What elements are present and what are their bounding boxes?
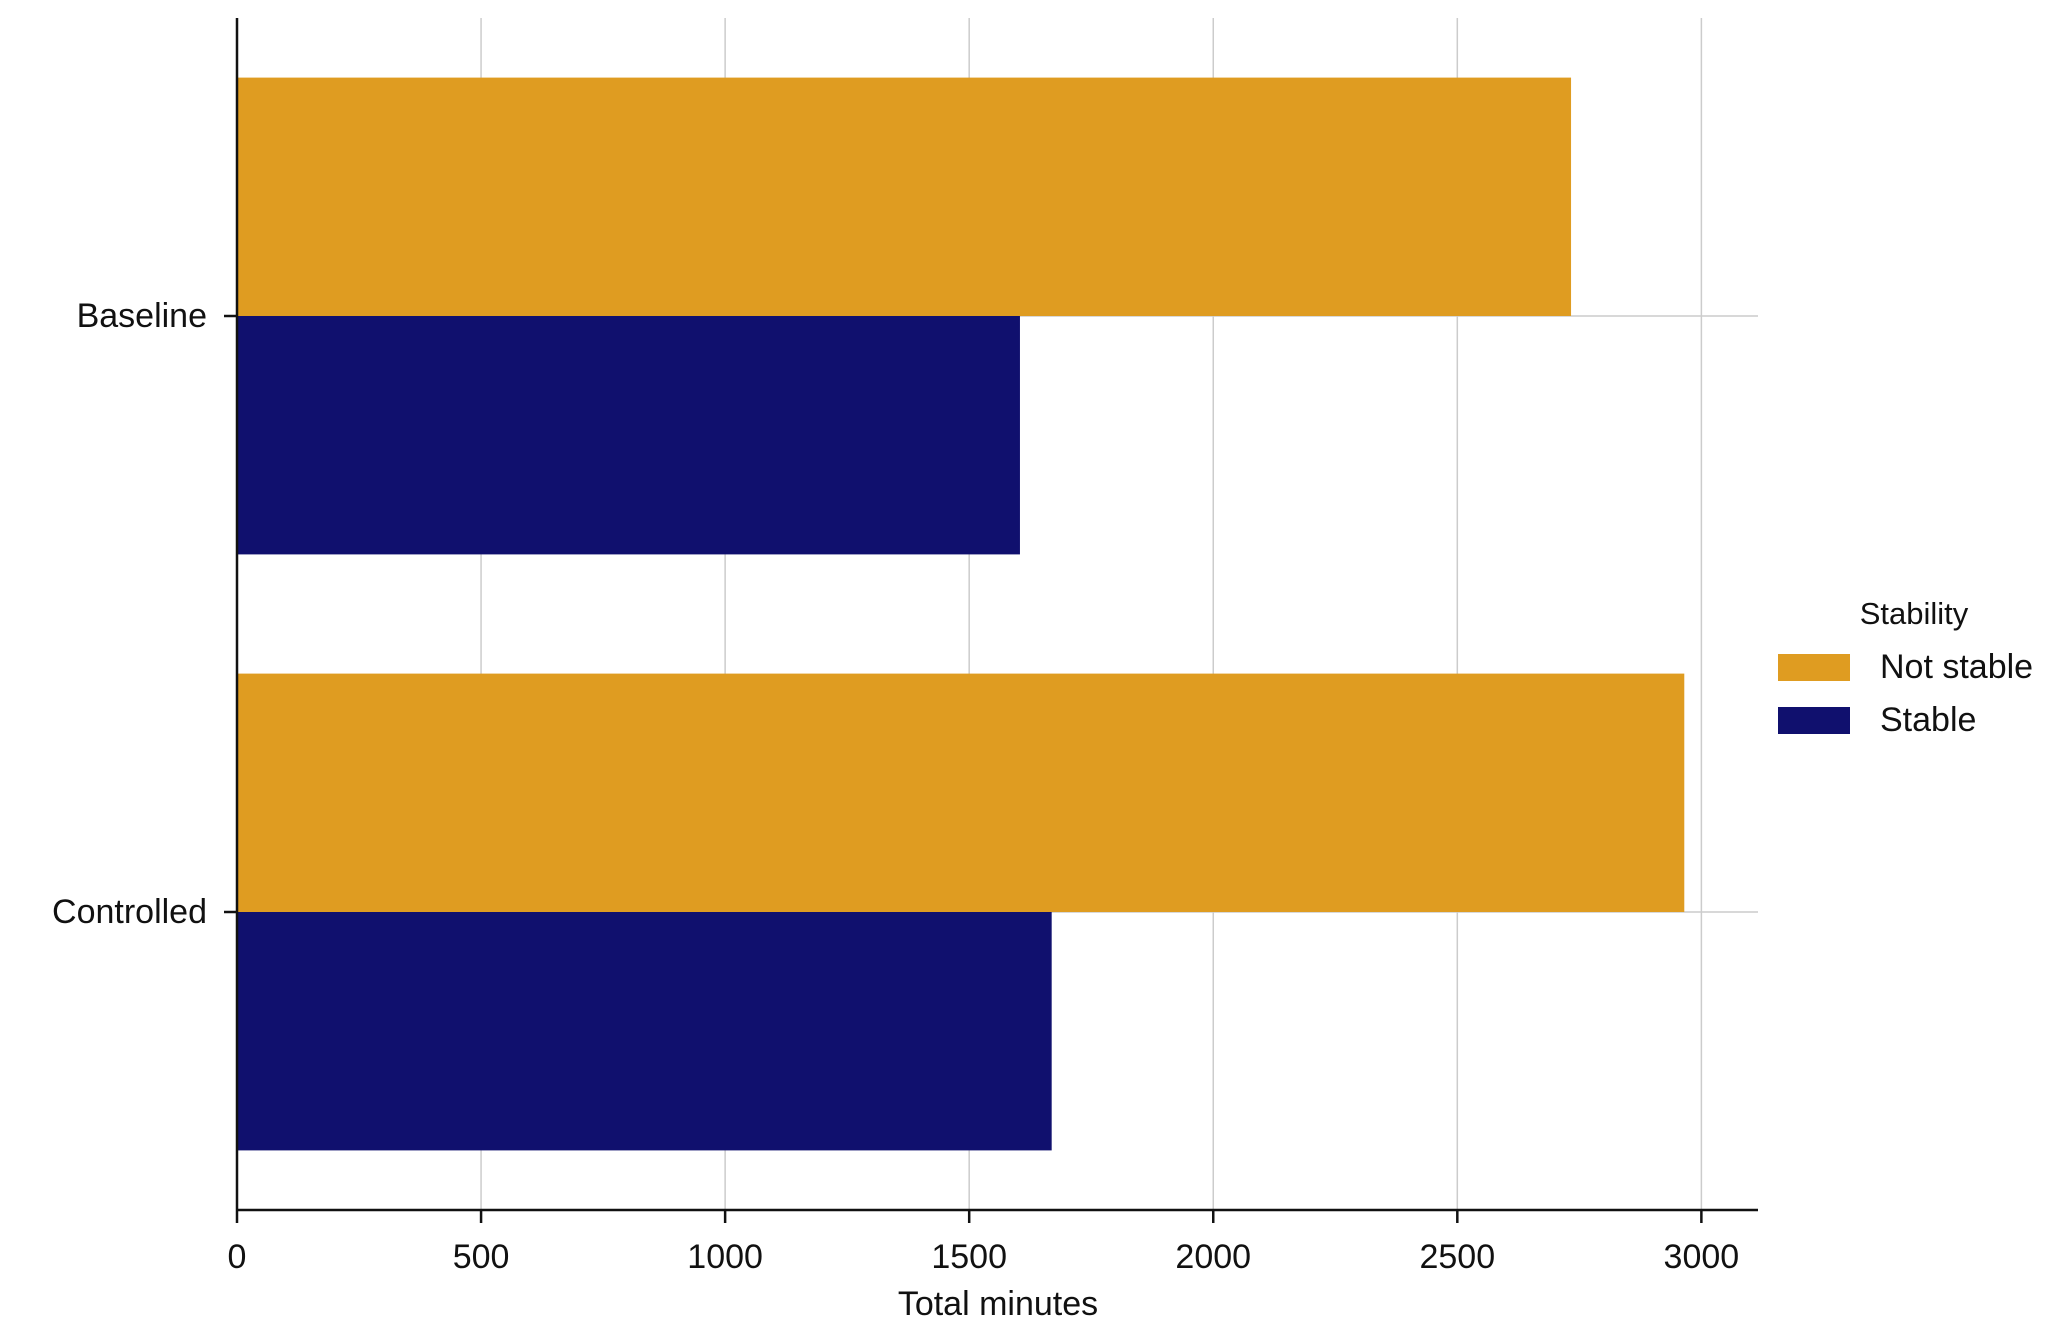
bar bbox=[237, 316, 1020, 555]
x-axis-label: Total minutes bbox=[898, 1285, 1098, 1323]
legend-swatch bbox=[1778, 707, 1850, 734]
legend-label: Stable bbox=[1880, 701, 1976, 739]
x-tick-label: 500 bbox=[453, 1238, 510, 1276]
x-tick-label: 0 bbox=[228, 1238, 247, 1276]
x-tick-label: 1500 bbox=[931, 1238, 1007, 1276]
x-tick-label: 3000 bbox=[1664, 1238, 1740, 1276]
x-tick-label: 1000 bbox=[687, 1238, 763, 1276]
bar bbox=[237, 912, 1052, 1151]
y-tick-label: Baseline bbox=[77, 297, 207, 335]
x-tick-label: 2000 bbox=[1175, 1238, 1251, 1276]
bar bbox=[237, 673, 1685, 912]
y-tick-label: Controlled bbox=[52, 893, 207, 931]
legend-label: Not stable bbox=[1880, 648, 2033, 686]
legend-swatch bbox=[1778, 654, 1850, 681]
legend-title: Stability bbox=[1860, 596, 1969, 631]
x-tick-label: 2500 bbox=[1419, 1238, 1495, 1276]
bar bbox=[237, 77, 1572, 316]
